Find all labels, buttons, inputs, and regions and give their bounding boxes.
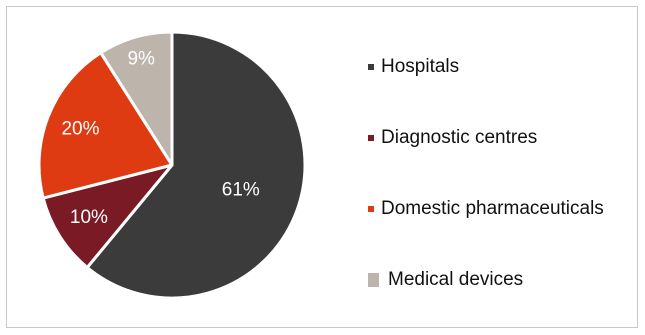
legend: Hospitals Diagnostic centres Domestic ph…	[368, 55, 638, 292]
legend-item-diagnostic-centres: Diagnostic centres	[368, 126, 638, 150]
legend-label-hospitals: Hospitals	[381, 56, 460, 77]
pie-slice-medical-devices	[99, 30, 174, 167]
legend-label-diagnostic-centres: Diagnostic centres	[381, 127, 538, 148]
slice-value-label-medical-devices: 9%	[127, 49, 155, 70]
legend-item-hospitals: Hospitals	[368, 55, 638, 79]
legend-label-medical-devices: Medical devices	[388, 269, 524, 290]
legend-swatch-hospitals	[368, 64, 374, 70]
legend-item-domestic-pharmaceuticals: Domestic pharmaceuticals	[368, 197, 638, 221]
legend-swatch-diagnostic-centres	[368, 135, 374, 141]
pie-slice-hospitals	[85, 30, 307, 300]
slice-value-label-diagnostic-centres: 10%	[70, 207, 108, 228]
legend-item-medical-devices: Medical devices	[368, 268, 638, 292]
legend-label-domestic-pharmaceuticals: Domestic pharmaceuticals	[381, 198, 604, 219]
slice-value-label-domestic-pharmaceuticals: 20%	[61, 118, 99, 139]
slice-value-label-hospitals: 61%	[222, 179, 260, 200]
legend-swatch-domestic-pharmaceuticals	[368, 206, 374, 212]
legend-swatch-medical-devices	[368, 273, 379, 287]
pie-slice-domestic-pharmaceuticals	[37, 51, 174, 200]
